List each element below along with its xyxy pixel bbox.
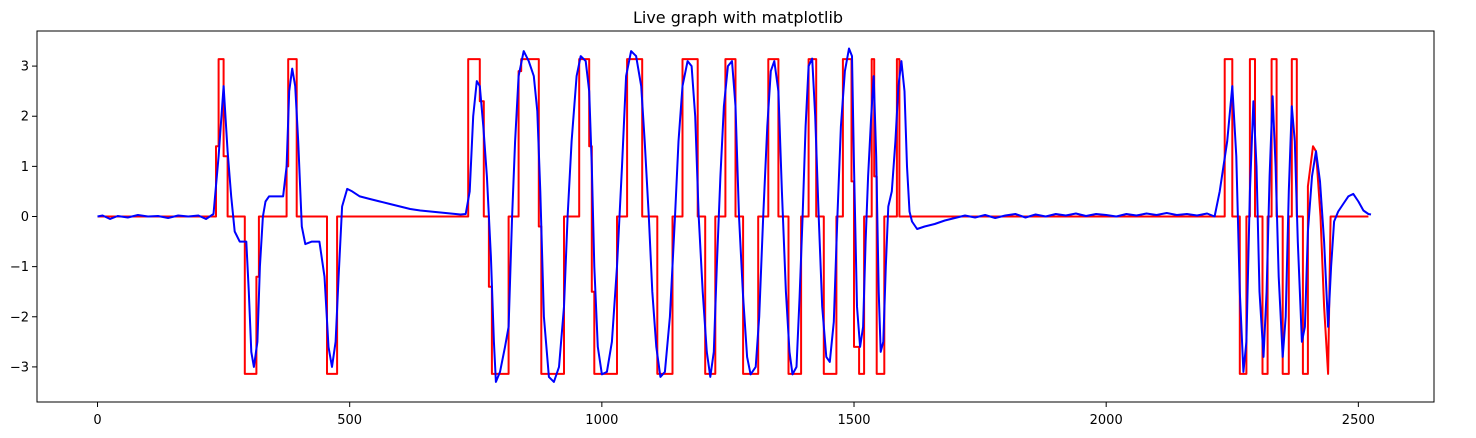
y-tick-label-1: −2 xyxy=(10,310,29,325)
y-tick-label-4: 1 xyxy=(21,160,29,175)
y-tick-label-0: −3 xyxy=(10,360,29,375)
series-line-2 xyxy=(97,47,1372,383)
x-tick-label-4: 2000 xyxy=(1090,413,1123,428)
y-tick-label-6: 3 xyxy=(21,60,29,75)
x-tick-label-5: 2500 xyxy=(1342,413,1375,428)
series-layer xyxy=(97,47,1372,383)
x-tick-label-0: 0 xyxy=(93,413,101,428)
x-tick-label-1: 500 xyxy=(337,413,362,428)
x-tick-label-2: 1000 xyxy=(585,413,618,428)
y-tick-label-2: −1 xyxy=(10,260,29,275)
y-tick-label-3: 0 xyxy=(21,210,29,225)
y-tick-label-5: 2 xyxy=(21,110,29,125)
chart-title: Live graph with matplotlib xyxy=(632,8,844,27)
y-axis: −3 −2 −1 0 1 2 3 xyxy=(10,60,37,375)
x-tick-label-3: 1500 xyxy=(837,413,870,428)
x-axis: 0 500 1000 1500 2000 2500 xyxy=(93,402,1375,428)
